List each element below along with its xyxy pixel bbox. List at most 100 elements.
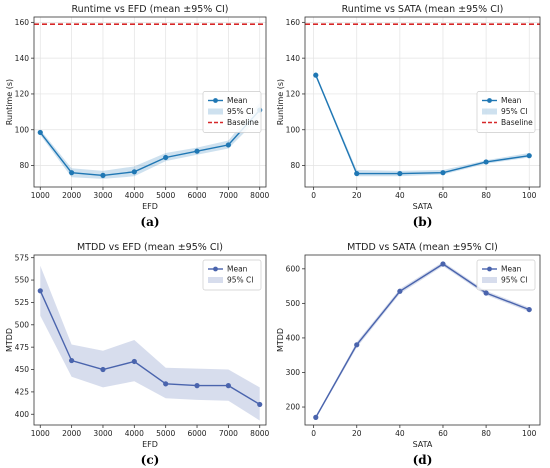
data-point [483, 159, 489, 165]
y-tick-label: 450 [15, 365, 30, 374]
data-point [397, 170, 403, 177]
y-tick-label: 80 [19, 161, 29, 170]
x-tick-label: 60 [438, 429, 448, 438]
mean-line [315, 74, 530, 175]
y-tick-label: 575 [15, 253, 30, 262]
legend-label: Mean [227, 265, 248, 274]
legend-swatch-ci [208, 277, 223, 283]
data-point [313, 414, 319, 420]
chart-title: MTDD vs SATA (mean ±95% CI) [347, 242, 498, 253]
data-point [69, 357, 75, 364]
chart-panel-3: 1000 2000 3000 4000 5000 6000 7000 8000 400 425 45… [5, 242, 269, 467]
axes-frame [304, 16, 541, 188]
figure-caption: (c) [141, 453, 160, 467]
data-point [131, 169, 137, 175]
y-tick-label: 160 [286, 18, 301, 27]
x-axis-label: SATA [413, 202, 433, 211]
x-tick-label: 80 [481, 191, 491, 200]
y-tick-label: 400 [15, 410, 30, 419]
x-tick-label: 8000 [250, 191, 269, 200]
chart-panel-2: 0 20 40 60 80 100 80 100 120 140 160 Runtime vs SAT… [276, 4, 541, 229]
x-tick-label: 20 [352, 429, 362, 438]
x-tick-label: 7000 [219, 191, 238, 200]
x-tick-label: 60 [438, 191, 448, 200]
legend-box [476, 259, 536, 291]
ci-band [40, 265, 260, 421]
x-tick-label: 5000 [156, 429, 175, 438]
x-tick-label: 5000 [156, 191, 175, 200]
x-tick-label: 40 [395, 429, 405, 438]
legend-swatch-marker [213, 266, 218, 272]
y-axis-label: MTDD [5, 328, 14, 352]
legend: Mean 95% CI Baseline [476, 91, 536, 133]
y-tick-label: 160 [15, 18, 30, 27]
legend-swatch-ci [208, 108, 223, 115]
legend-swatch-marker [213, 98, 218, 103]
figure-caption: (b) [413, 215, 433, 229]
legend-label: Baseline [501, 118, 533, 127]
chart-title: Runtime vs EFD (mean ±95% CI) [72, 4, 229, 15]
y-tick-label: 120 [15, 90, 30, 99]
y-tick-label: 400 [286, 334, 301, 343]
legend-label: 95% CI [227, 276, 254, 285]
data-point [194, 148, 200, 154]
x-tick-label: 6000 [187, 191, 206, 200]
y-axis-label: Runtime (s) [276, 79, 285, 125]
x-tick-label: 1000 [31, 429, 50, 438]
data-point [69, 170, 75, 176]
y-tick-label: 120 [286, 90, 301, 99]
data-point [257, 401, 263, 408]
chart-panel-1: 1000 2000 3000 4000 5000 6000 7000 8000 80 100 120… [5, 4, 269, 229]
y-tick-label: 550 [15, 276, 30, 285]
y-tick-label: 300 [286, 368, 301, 377]
mean-line [315, 263, 530, 418]
data-point [131, 358, 137, 365]
data-point [440, 261, 446, 267]
x-tick-label: 40 [395, 191, 405, 200]
axes-frame [33, 16, 267, 188]
legend-box [202, 259, 262, 291]
data-point [526, 153, 532, 159]
axes-frame [33, 254, 267, 426]
x-tick-label: 0 [311, 429, 316, 438]
data-point [37, 129, 43, 136]
data-point [194, 383, 200, 389]
y-tick-label: 140 [286, 54, 301, 63]
mean-line [39, 109, 261, 177]
y-tick-label: 100 [286, 125, 301, 134]
legend-label: Mean [501, 96, 522, 105]
data-point [100, 172, 106, 178]
figure-caption: (d) [413, 453, 433, 467]
y-tick-label: 500 [286, 299, 301, 308]
ci-band [40, 102, 260, 179]
legend: Mean 95% CI Baseline [202, 91, 262, 133]
data-point [397, 288, 403, 294]
x-axis-label: EFD [142, 202, 158, 211]
x-tick-label: 6000 [187, 429, 206, 438]
data-point [313, 72, 319, 78]
x-tick-label: 20 [352, 191, 362, 200]
mean-line [39, 290, 261, 406]
y-tick-label: 100 [15, 125, 30, 134]
x-tick-label: 3000 [93, 191, 112, 200]
y-tick-label: 500 [15, 320, 30, 329]
legend-label: Baseline [227, 118, 259, 127]
x-tick-label: 2000 [62, 191, 81, 200]
legend-label: Mean [227, 96, 248, 105]
ci-band [315, 261, 530, 419]
y-tick-label: 425 [15, 387, 30, 396]
y-axis-label: MTDD [276, 328, 285, 352]
legend-swatch-ci [482, 277, 497, 283]
x-tick-label: 80 [481, 429, 491, 438]
chart-title: Runtime vs SATA (mean ±95% CI) [342, 4, 504, 15]
data-point [225, 383, 231, 389]
legend-swatch-ci [482, 108, 497, 115]
data-point [163, 381, 169, 387]
x-tick-label: 1000 [31, 191, 50, 200]
x-tick-label: 0 [311, 191, 316, 200]
data-point [37, 288, 43, 294]
x-tick-label: 100 [522, 429, 537, 438]
x-axis-label: EFD [142, 440, 158, 449]
y-tick-label: 200 [286, 403, 301, 412]
x-tick-label: 4000 [125, 191, 144, 200]
